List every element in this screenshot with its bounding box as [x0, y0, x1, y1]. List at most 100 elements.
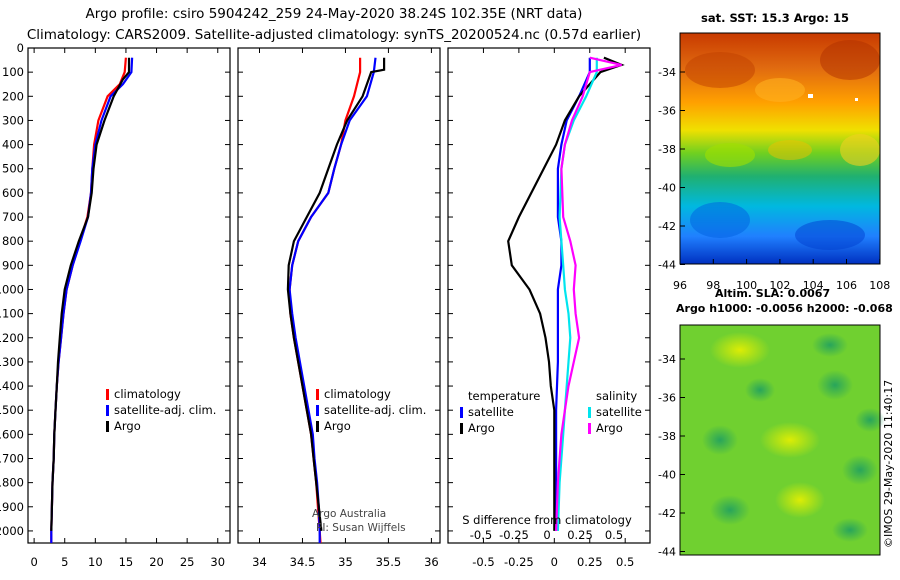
depth-tick-label: 1900 — [0, 500, 24, 514]
sst-map-x-tick-label: 108 — [869, 279, 890, 292]
depth-tick-label: 1400 — [0, 379, 24, 393]
x-tick-label: 10 — [88, 555, 103, 569]
depth-tick-label: 600 — [2, 186, 24, 200]
depth-tick-label: 900 — [2, 258, 24, 272]
salinity-panel-frame — [237, 47, 441, 544]
x-tick-label: 15 — [119, 555, 134, 569]
legend-label: satellite-adj. clim. — [114, 403, 216, 417]
legend-heading: temperature — [468, 389, 540, 403]
footer-stamp: ©IMOS 29-May-2020 11:40:17 — [882, 380, 895, 548]
sst-map-x-tick-label: 102 — [769, 279, 790, 292]
legend-swatch — [316, 389, 319, 400]
sst-map-y-tick-label: -40 — [658, 182, 676, 195]
legend-swatch — [106, 389, 109, 400]
depth-tick-label: 300 — [2, 113, 24, 127]
legend-swatch — [460, 407, 463, 418]
difference-panel-frame — [447, 47, 651, 544]
sla-map — [679, 324, 885, 556]
depth-tick-label: 1500 — [0, 403, 24, 417]
sst-map-y-tick-label: -44 — [658, 259, 676, 272]
depth-tick-label: 1800 — [0, 476, 24, 490]
title-line-2: Climatology: CARS2009. Satellite-adjuste… — [26, 27, 642, 43]
sla-map-y-tick-label: -40 — [658, 469, 676, 482]
x-tick-label: 5 — [61, 555, 68, 569]
sst-map — [679, 32, 881, 265]
sla-map-y-tick-label: -38 — [658, 430, 676, 443]
x-tick-label: 20 — [149, 555, 164, 569]
legend-swatch — [106, 421, 109, 432]
legend-label: satellite — [468, 405, 514, 419]
x-tick-label: 34 — [252, 555, 267, 569]
difference-xlabel: S difference from climatology — [462, 513, 632, 527]
legend-label: satellite-adj. clim. — [324, 403, 426, 417]
legend-swatch — [106, 405, 109, 416]
sst-map-x-tick-label: 96 — [673, 279, 687, 292]
depth-tick-label: 1300 — [0, 355, 24, 369]
sla-map-y-tick-label: -42 — [658, 507, 676, 520]
legend-label: Argo — [596, 421, 623, 435]
sst-map-x-tick-label: 100 — [736, 279, 757, 292]
legend-heading: salinity — [596, 389, 637, 403]
depth-tick-label: 1200 — [0, 331, 24, 345]
temperature-panel-frame — [27, 47, 231, 544]
difference-inner-tick-label: 0 — [543, 528, 550, 542]
sst-map-y-tick-label: -42 — [658, 220, 676, 233]
series-line-satellite-adj-clim- — [288, 57, 377, 543]
title-line-1: Argo profile: csiro 5904242_259 24-May-2… — [85, 6, 583, 22]
legend-label: Argo — [324, 419, 351, 433]
sst-map-x-tick-label: 98 — [706, 279, 720, 292]
depth-tick-label: 800 — [2, 234, 24, 248]
series-line-argo — [555, 56, 622, 531]
difference-inner-tick-label: 0.5 — [605, 528, 623, 542]
sla-map-subtitle: Argo h1000: -0.0056 h2000: -0.068 — [676, 302, 893, 315]
series-line-argo — [286, 57, 386, 532]
depth-tick-label: 100 — [2, 65, 24, 79]
series-line-climatology — [288, 57, 362, 544]
x-tick-label: 35 — [338, 555, 353, 569]
depth-tick-label: 200 — [2, 89, 24, 103]
x-tick-label: 0 — [30, 555, 37, 569]
legend-swatch — [316, 421, 319, 432]
legend-label: Argo — [468, 421, 495, 435]
depth-tick-label: 500 — [2, 162, 24, 176]
x-tick-label: 35.5 — [376, 555, 402, 569]
legend-label: Argo — [114, 419, 141, 433]
depth-tick-label: 1100 — [0, 307, 24, 321]
legend-label: climatology — [324, 387, 391, 401]
sst-map-y-tick-label: -38 — [658, 143, 676, 156]
legend-swatch — [316, 405, 319, 416]
legend-label: satellite — [596, 405, 642, 419]
sla-map-y-tick-label: -34 — [658, 353, 676, 366]
depth-tick-label: 1700 — [0, 451, 24, 465]
depth-tick-label: 1000 — [0, 282, 24, 296]
difference-inner-tick-label: -0.5 — [470, 528, 492, 542]
sst-map-title: sat. SST: 15.3 Argo: 15 — [701, 11, 849, 25]
x-tick-label: -0.25 — [504, 555, 534, 569]
series-line-argo — [50, 57, 131, 531]
depth-tick-label: 400 — [2, 138, 24, 152]
legend-swatch — [588, 407, 591, 418]
legend-swatch — [588, 423, 591, 434]
x-tick-label: 0.25 — [577, 555, 603, 569]
sla-map-y-tick-label: -36 — [658, 392, 676, 405]
sst-map-y-tick-label: -36 — [658, 105, 676, 118]
depth-tick-label: 700 — [2, 210, 24, 224]
depth-tick-label: 0 — [17, 41, 24, 55]
x-tick-label: 34.5 — [290, 555, 316, 569]
x-tick-label: 25 — [180, 555, 195, 569]
legend-label: climatology — [114, 387, 181, 401]
depth-tick-label: 2000 — [0, 524, 24, 538]
sst-map-x-tick-label: 104 — [803, 279, 824, 292]
x-tick-label: 0.5 — [616, 555, 634, 569]
sst-map-y-tick-label: -34 — [658, 66, 676, 79]
legend-swatch — [460, 423, 463, 434]
sla-map-y-tick-label: -44 — [658, 546, 676, 559]
difference-inner-tick-label: 0.25 — [567, 528, 593, 542]
sst-map-x-tick-label: 106 — [836, 279, 857, 292]
x-tick-label: -0.5 — [472, 555, 494, 569]
sla-map-title: Altim. SLA: 0.0067 — [715, 287, 830, 300]
x-tick-label: 36 — [424, 555, 439, 569]
credit-line: Argo Australia — [312, 508, 386, 520]
credit-line: PI: Susan Wijffels — [316, 522, 406, 534]
